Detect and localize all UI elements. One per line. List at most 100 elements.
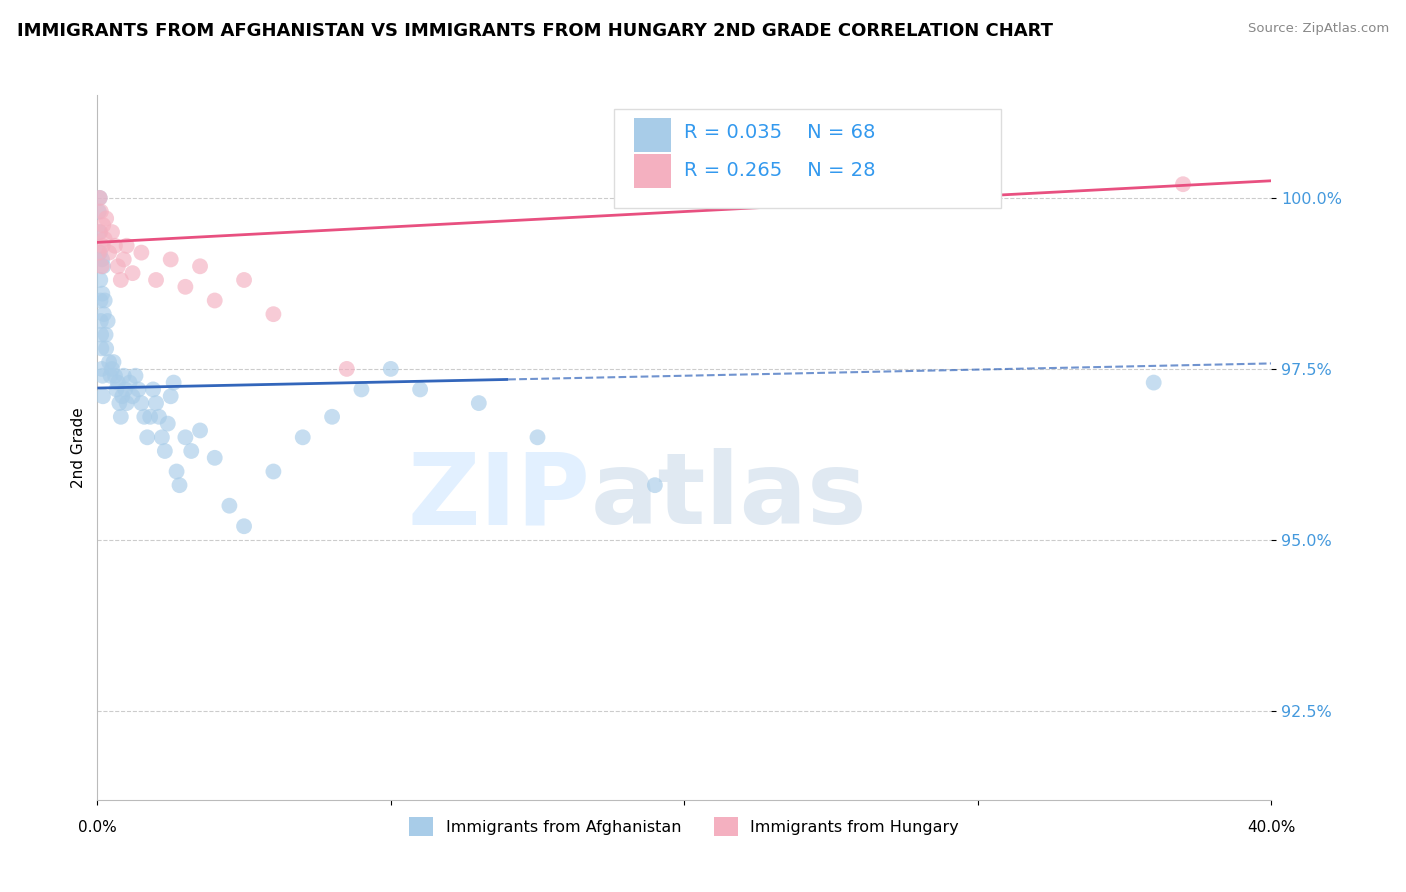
Point [93, 307, 115, 321]
Point [350, 383, 373, 397]
Point [409, 383, 432, 397]
Legend: Immigrants from Afghanistan, Immigrants from Hungary: Immigrants from Afghanistan, Immigrants … [404, 810, 966, 843]
Point [98, 355, 121, 369]
Point [96, 342, 118, 356]
Point [114, 383, 136, 397]
Point [166, 465, 188, 479]
Point [91, 219, 114, 233]
FancyBboxPatch shape [614, 110, 1001, 208]
Point [321, 409, 343, 424]
Text: ZIP: ZIP [408, 449, 591, 545]
Point [169, 478, 191, 492]
Point [91, 389, 114, 403]
Point [89, 225, 111, 239]
Text: R = 0.035    N = 68: R = 0.035 N = 68 [685, 123, 876, 142]
Point [118, 376, 141, 390]
Point [89, 245, 111, 260]
Point [90, 362, 112, 376]
Point [89, 191, 111, 205]
Text: Source: ZipAtlas.com: Source: ZipAtlas.com [1249, 22, 1389, 36]
Text: 0.0%: 0.0% [77, 821, 117, 836]
Point [90, 342, 112, 356]
Point [174, 280, 197, 294]
Point [91, 252, 114, 267]
Point [468, 396, 491, 410]
Point [107, 260, 129, 274]
Point [291, 430, 314, 444]
Point [90, 260, 112, 274]
Point [94, 327, 117, 342]
Point [87, 245, 110, 260]
Point [136, 430, 159, 444]
Point [90, 314, 112, 328]
Point [153, 444, 176, 458]
Point [262, 465, 284, 479]
Point [91, 239, 114, 253]
Point [110, 273, 132, 287]
Text: 40.0%: 40.0% [1247, 821, 1295, 836]
Point [644, 478, 666, 492]
Point [159, 389, 181, 403]
Point [110, 409, 132, 424]
Point [380, 362, 402, 376]
Point [233, 273, 256, 287]
Point [180, 444, 202, 458]
Text: atlas: atlas [591, 449, 868, 545]
Point [101, 225, 124, 239]
Point [97, 314, 120, 328]
Point [121, 389, 143, 403]
Point [156, 417, 179, 431]
Point [91, 260, 114, 274]
Point [142, 383, 165, 397]
Point [87, 204, 110, 219]
Point [526, 430, 548, 444]
Point [262, 307, 284, 321]
Point [218, 499, 240, 513]
Point [336, 362, 359, 376]
Point [145, 273, 167, 287]
Point [1143, 376, 1166, 390]
Point [104, 239, 127, 253]
Point [134, 409, 156, 424]
Point [124, 368, 146, 383]
Point [174, 430, 197, 444]
FancyBboxPatch shape [634, 154, 671, 188]
Point [204, 450, 226, 465]
Point [159, 252, 181, 267]
Point [150, 430, 173, 444]
Point [93, 293, 115, 308]
Point [93, 232, 115, 246]
Point [111, 389, 134, 403]
Point [101, 362, 124, 376]
Point [108, 396, 131, 410]
Point [131, 396, 153, 410]
Point [89, 225, 111, 239]
Point [121, 266, 143, 280]
Point [188, 424, 211, 438]
Point [105, 383, 128, 397]
Point [163, 376, 186, 390]
Point [112, 368, 135, 383]
Point [90, 327, 112, 342]
Point [90, 204, 112, 219]
Point [233, 519, 256, 533]
Text: IMMIGRANTS FROM AFGHANISTAN VS IMMIGRANTS FROM HUNGARY 2ND GRADE CORRELATION CHA: IMMIGRANTS FROM AFGHANISTAN VS IMMIGRANT… [17, 22, 1053, 40]
Point [1171, 178, 1194, 192]
Point [91, 286, 114, 301]
Point [204, 293, 226, 308]
Y-axis label: 2nd Grade: 2nd Grade [72, 407, 86, 488]
Point [131, 245, 153, 260]
FancyBboxPatch shape [634, 118, 671, 152]
Point [89, 273, 111, 287]
Point [103, 355, 125, 369]
Point [112, 252, 135, 267]
Point [107, 376, 129, 390]
Point [96, 211, 118, 226]
Point [115, 239, 138, 253]
Point [145, 396, 167, 410]
Point [90, 293, 112, 308]
Point [91, 368, 114, 383]
Point [139, 409, 162, 424]
Point [89, 191, 111, 205]
Point [148, 409, 170, 424]
